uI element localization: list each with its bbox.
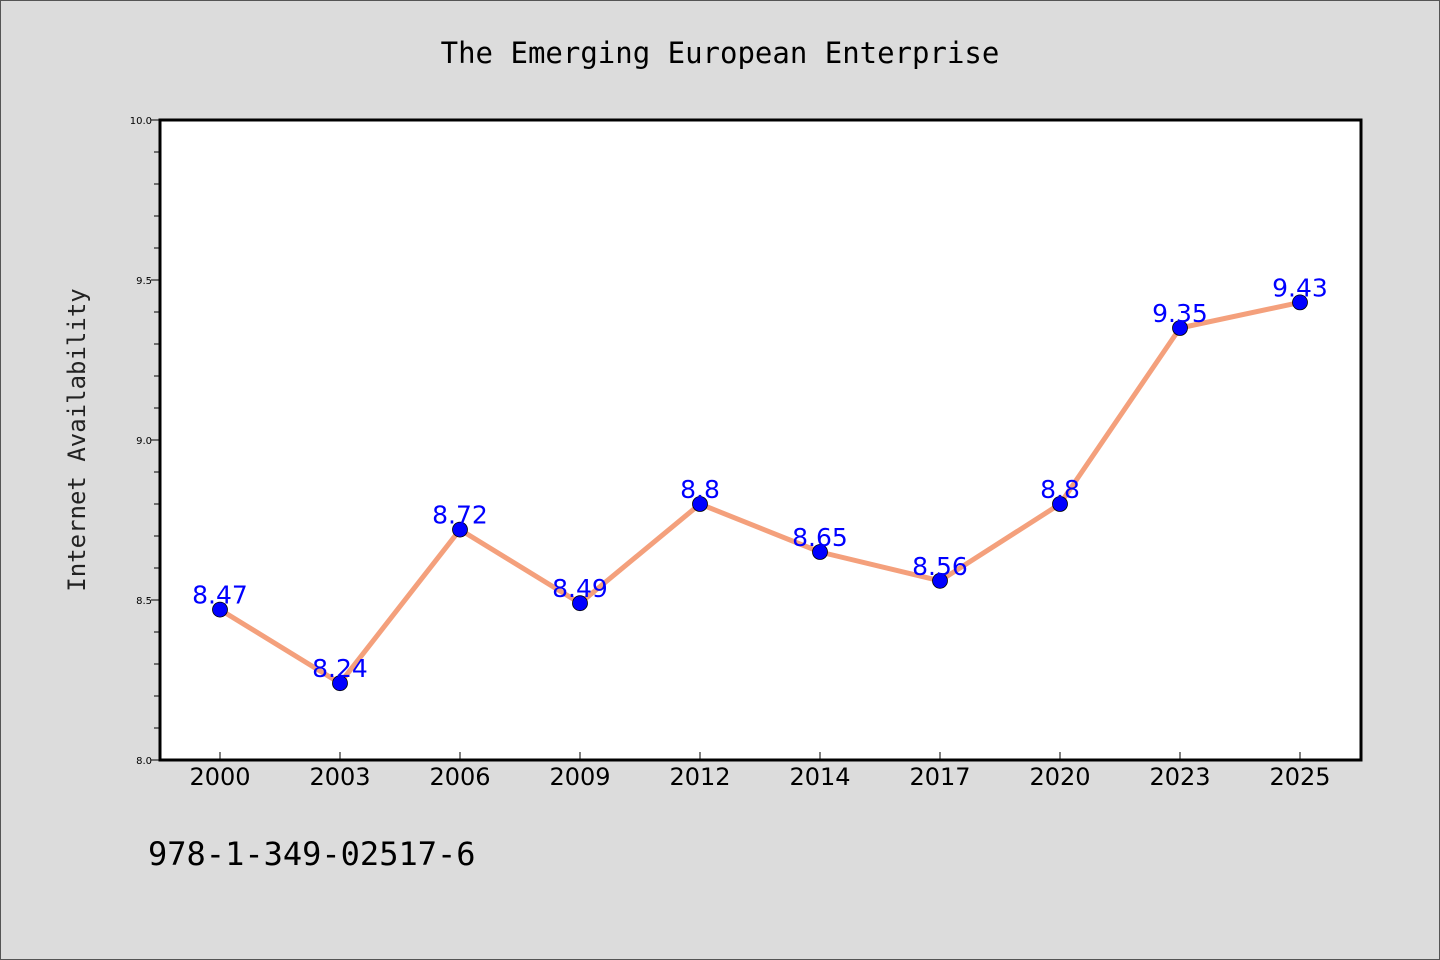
data-label: 8.8: [1040, 475, 1080, 504]
data-point: [1052, 496, 1068, 512]
data-label: 8.65: [792, 523, 848, 552]
chart-title: The Emerging European Enterprise: [441, 36, 1000, 70]
y-tick-label: 8.0: [136, 756, 152, 767]
data-label: 8.72: [432, 501, 488, 530]
x-tick-label: 2023: [1149, 763, 1210, 791]
data-label: 8.56: [912, 552, 968, 581]
data-point: [1172, 320, 1188, 336]
data-point: [932, 572, 948, 589]
x-tick-label: 2003: [309, 763, 370, 791]
x-axis: 2000 2003 2006 2009 2012 2014 2017 2020 2023 2025: [189, 752, 1331, 791]
y-tick-label: 8.5: [136, 596, 152, 607]
x-tick-label: 2020: [1029, 763, 1090, 791]
x-tick-label: 2000: [189, 763, 250, 791]
y-tick-label: 10.0: [130, 116, 152, 127]
y-tick-label: 9.0: [136, 436, 152, 447]
data-point: [332, 675, 348, 692]
x-tick-label: 2012: [669, 763, 730, 791]
data-point: [212, 601, 228, 618]
y-axis: 8.0 8.5 9.0 9.5 10.0: [130, 116, 160, 767]
x-tick-label: 2009: [549, 763, 610, 791]
data-point: [812, 544, 828, 560]
data-point: [1292, 294, 1308, 311]
x-tick-label: 2006: [429, 763, 490, 791]
data-label: 9.43: [1272, 273, 1328, 302]
y-tick-label: 9.5: [136, 276, 152, 287]
data-label: 8.47: [192, 581, 248, 610]
data-label: 8.24: [312, 654, 368, 683]
data-point: [692, 496, 708, 512]
data-point: [452, 521, 468, 538]
data-label: 9.35: [1152, 299, 1208, 328]
data-label: 8.8: [680, 475, 720, 504]
data-point: [572, 595, 588, 612]
x-tick-label: 2025: [1269, 763, 1330, 791]
y-axis-label: Internet Availability: [63, 288, 91, 591]
data-label: 8.49: [552, 574, 608, 603]
x-tick-label: 2014: [789, 763, 850, 791]
series-line: [217, 299, 1303, 686]
x-tick-label: 2017: [909, 763, 970, 791]
isbn-footnote: 978-1-349-02517-6: [148, 835, 476, 873]
series-group: 8.47 8.24 8.72 8.49 8.8 8.65 8.56 8.8 9.35 9.43: [192, 273, 1328, 692]
